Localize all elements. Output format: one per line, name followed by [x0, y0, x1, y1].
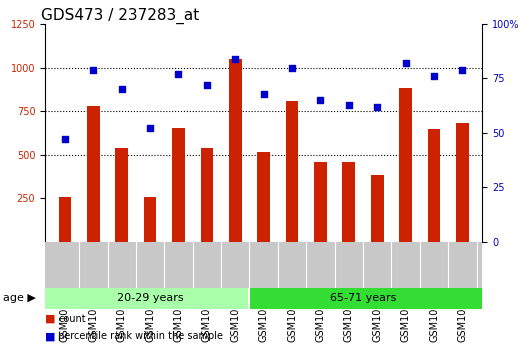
Text: ■: ■: [45, 332, 56, 341]
Bar: [172, 128, 185, 242]
Bar: [45, 288, 250, 309]
Bar: [200, 148, 213, 242]
Point: [174, 71, 183, 77]
Point: [401, 60, 410, 66]
Point: [202, 82, 211, 88]
Point: [146, 126, 154, 131]
Point: [344, 102, 353, 107]
Bar: [229, 59, 242, 241]
Text: count: count: [58, 314, 86, 324]
Text: GDS473 / 237283_at: GDS473 / 237283_at: [41, 8, 199, 24]
Bar: [250, 288, 482, 309]
Bar: [399, 88, 412, 242]
Point: [89, 67, 98, 72]
Bar: [428, 129, 440, 242]
Point: [60, 137, 69, 142]
Point: [118, 87, 126, 92]
Bar: [314, 161, 327, 242]
Text: percentile rank within the sample: percentile rank within the sample: [58, 332, 223, 341]
Bar: [286, 101, 298, 242]
Bar: [116, 148, 128, 242]
Text: 65-71 years: 65-71 years: [330, 294, 396, 303]
Bar: [58, 197, 72, 241]
Point: [288, 65, 296, 70]
Point: [231, 56, 240, 62]
Text: 20-29 years: 20-29 years: [117, 294, 183, 303]
Point: [373, 104, 382, 109]
Text: ■: ■: [45, 314, 56, 324]
Text: age ▶: age ▶: [3, 294, 36, 303]
Bar: [371, 175, 384, 241]
Bar: [342, 162, 355, 242]
Bar: [257, 152, 270, 242]
Point: [430, 73, 438, 79]
Bar: [456, 123, 469, 242]
Bar: [144, 197, 156, 241]
Point: [316, 97, 325, 103]
Point: [458, 67, 466, 72]
Bar: [87, 106, 100, 241]
Point: [259, 91, 268, 97]
